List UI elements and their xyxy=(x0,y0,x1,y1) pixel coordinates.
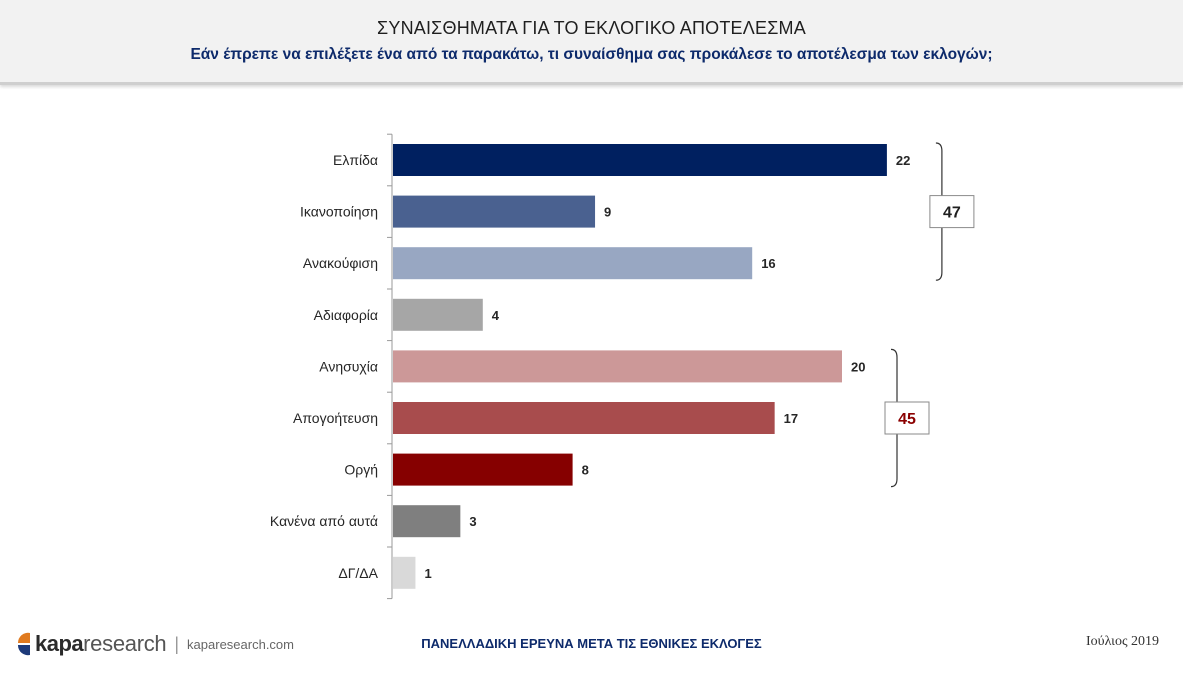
survey-date: Ιούλιος 2019 xyxy=(1085,634,1159,649)
brand-logo: kapa research | kaparesearch.com xyxy=(16,628,294,660)
bar xyxy=(393,247,753,280)
data-label: 16 xyxy=(761,256,775,271)
group-total-label: 45 xyxy=(898,411,916,428)
logo-kapa-text: kapa xyxy=(35,631,84,656)
category-label: Ανακούφιση xyxy=(303,255,378,271)
logo-separator: | xyxy=(174,633,180,654)
bar xyxy=(393,505,461,538)
question-subtitle: Εάν έπρεπε να επιλέξετε ένα από τα παρακ… xyxy=(190,46,993,63)
header-banner: ΣΥΝΑΙΣΘΗΜΑΤΑ ΓΙΑ ΤΟ ΕΚΛΟΓΙΚΟ ΑΠΟΤΕΛΕΣΜΑ … xyxy=(0,0,1183,85)
website-url: kaparesearch.com xyxy=(187,636,294,652)
category-label: Απογοήτευση xyxy=(293,410,378,426)
data-label: 17 xyxy=(784,411,798,426)
bar xyxy=(393,453,573,486)
bar xyxy=(393,144,887,176)
page-title: ΣΥΝΑΙΣΘΗΜΑΤΑ ΓΙΑ ΤΟ ΕΚΛΟΓΙΚΟ ΑΠΟΤΕΛΕΣΜΑ xyxy=(377,18,806,38)
group-total-box xyxy=(884,401,930,435)
category-label: ΔΓ/ΔΑ xyxy=(338,565,378,581)
category-label: Ελπίδα xyxy=(333,152,378,168)
group-total-label: 47 xyxy=(943,205,961,222)
bar xyxy=(393,556,416,589)
data-label: 22 xyxy=(896,153,910,168)
bar xyxy=(393,402,775,434)
data-label: 4 xyxy=(492,308,500,323)
data-label: 9 xyxy=(604,205,611,220)
survey-name: ΠΑΝΕΛΛΑΔΙΚΗ ΕΡΕΥΝΑ ΜΕΤΑ ΤΙΣ ΕΘΝΙΚΕΣ ΕΚΛΟ… xyxy=(421,636,762,651)
data-label: 8 xyxy=(582,463,589,478)
data-label: 3 xyxy=(469,514,476,529)
logo-mark-icon xyxy=(17,632,30,656)
logo-research-text: research xyxy=(83,631,167,656)
category-label: Κανένα από αυτά xyxy=(270,513,378,529)
group-total-box xyxy=(929,195,975,229)
category-label: Αδιαφορία xyxy=(314,307,378,323)
data-label: 20 xyxy=(851,359,865,374)
category-label: Ανησυχία xyxy=(319,358,378,374)
bar xyxy=(393,195,596,228)
data-label: 1 xyxy=(424,566,431,581)
bar xyxy=(393,350,842,383)
category-label: Οργή xyxy=(344,462,378,478)
bar xyxy=(393,298,483,331)
category-label: Ικανοποίηση xyxy=(300,204,378,220)
